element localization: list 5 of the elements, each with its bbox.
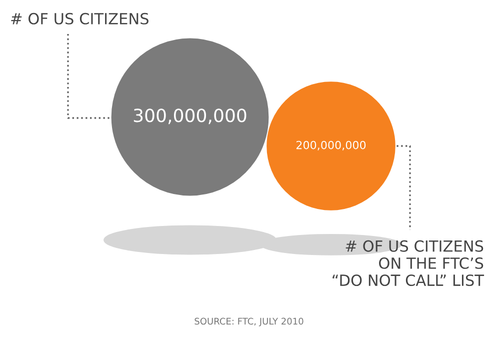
category-label: # OF US CITIZENS	[11, 12, 148, 24]
category-label: # OF US CITIZENS ON THE FTC’S “DO NOT CALL” LIST	[332, 240, 484, 286]
source-note: SOURCE: FTC, JULY 2010	[194, 318, 304, 326]
data-label: 300,000,000	[134, 108, 246, 124]
data-label: 200,000,000	[296, 140, 366, 150]
